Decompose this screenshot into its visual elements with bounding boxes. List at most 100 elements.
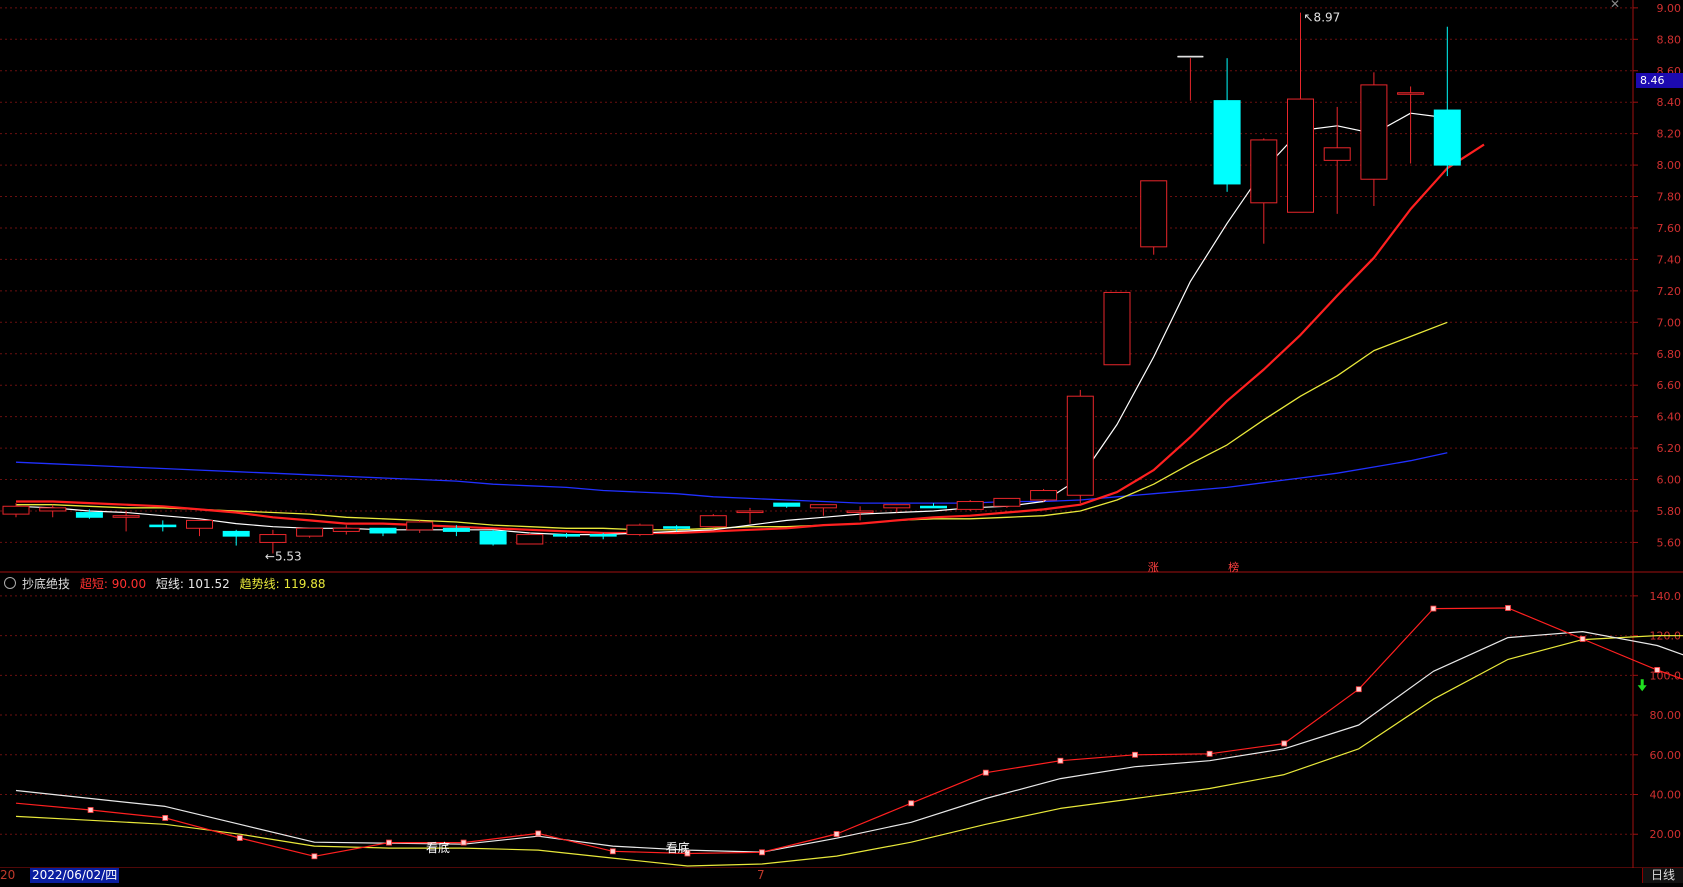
candle-down — [75, 509, 103, 519]
indicator-tick-label: 40.00 — [1650, 789, 1682, 802]
candle-up — [699, 514, 727, 529]
candle-body — [920, 505, 947, 509]
candle-up — [1360, 72, 1388, 206]
candle-body — [1287, 98, 1314, 213]
indicator-tick-label: 20.00 — [1650, 828, 1682, 841]
indicator-name[interactable]: 抄底绝技 — [22, 577, 71, 591]
candle-body — [589, 534, 617, 537]
candle-body — [516, 534, 544, 545]
price-tick-label: 6.80 — [1657, 348, 1682, 361]
annotations: ↖8.97 ←5.53 涨 榜看底 看底 — [265, 11, 1647, 855]
cursor-date: 2022/06/02/四 — [30, 868, 120, 883]
super-short-point — [908, 800, 915, 807]
candle-up — [809, 504, 837, 516]
candle-body — [663, 526, 691, 529]
super-short-point — [87, 807, 94, 813]
candle-body — [1213, 100, 1241, 185]
candle-body — [332, 527, 360, 532]
candle-body — [406, 521, 434, 531]
candle-body — [846, 510, 874, 513]
indicator-lines — [15, 605, 1683, 867]
super-short-point — [1579, 636, 1586, 642]
candle-body — [1360, 84, 1388, 180]
candle-up — [846, 506, 874, 521]
candle-down — [663, 525, 691, 532]
super-short-line — [15, 607, 1683, 857]
candle-body — [773, 502, 801, 507]
candle-up — [516, 532, 544, 545]
candle-down — [369, 527, 397, 537]
candle-up — [1287, 12, 1314, 213]
indicator-tick-label: 140.0 — [1650, 590, 1682, 603]
super-short-point — [311, 853, 318, 860]
price-tick-label: 7.40 — [1657, 253, 1682, 266]
price-axis: 9.008.808.608.408.208.007.807.607.407.20… — [1633, 2, 1682, 549]
short-line — [15, 630, 1683, 853]
price-tick-label: 7.20 — [1657, 285, 1682, 298]
candle-body — [442, 527, 470, 532]
candle-body — [736, 510, 764, 514]
candle-down — [1433, 26, 1461, 177]
super-short-point — [684, 850, 691, 857]
candle-up — [296, 527, 324, 538]
super-short-point — [1355, 686, 1362, 693]
candle-body — [259, 534, 287, 543]
price-tick-label: 6.20 — [1657, 442, 1682, 455]
candle-up — [1103, 291, 1131, 366]
candle-up — [993, 497, 1021, 508]
super-short-point — [1132, 751, 1138, 758]
super-short-point — [1281, 740, 1288, 747]
low-price-label: ←5.53 — [265, 549, 302, 563]
last-price-tag: 8.46 — [1636, 73, 1683, 88]
candle-body — [1250, 139, 1278, 204]
indicator-settings-icon[interactable] — [4, 577, 16, 589]
candle-body — [222, 530, 250, 537]
candle-up — [736, 507, 764, 524]
candle-body — [1433, 109, 1461, 166]
grid — [0, 0, 1683, 869]
candle-body — [39, 507, 67, 512]
price-tick-label: 6.60 — [1657, 379, 1682, 392]
trend-label: 趋势线: — [239, 577, 280, 591]
price-tick-label: 5.60 — [1657, 536, 1682, 549]
candle-body — [699, 515, 727, 528]
candle-up — [259, 529, 287, 554]
month-tick: 7 — [757, 868, 765, 882]
period-button[interactable]: 日线 — [1642, 868, 1683, 883]
candle-up — [2, 503, 30, 518]
indicator-tick-label: 100.0 — [1650, 669, 1682, 682]
candle-up — [1323, 106, 1351, 214]
super-short-point — [1505, 605, 1511, 611]
candle-body — [112, 515, 140, 518]
candle-body — [809, 504, 837, 509]
price-tick-label: 9.00 — [1657, 2, 1682, 15]
candle-up — [956, 499, 984, 511]
moving-averages — [15, 112, 1485, 536]
super-short-point — [759, 849, 765, 856]
ma60-line — [15, 452, 1448, 504]
indicator-tick-label: 80.00 — [1650, 709, 1682, 722]
candle-body — [1066, 395, 1094, 496]
super-short-point — [609, 848, 616, 855]
candle-down — [479, 529, 507, 546]
close-icon[interactable]: ✕ — [1610, 0, 1621, 11]
super-short-point — [386, 839, 392, 846]
candle-up — [1066, 389, 1094, 504]
super-short-value: 90.00 — [111, 577, 147, 591]
candle-body — [296, 527, 324, 537]
candle-up — [1030, 488, 1058, 502]
candle-body — [1140, 180, 1168, 248]
price-tick-label: 6.00 — [1657, 474, 1682, 487]
candle-body — [1103, 291, 1131, 366]
super-short-point — [833, 831, 840, 837]
super-short-point — [1430, 605, 1437, 612]
price-tick-label: 8.80 — [1657, 33, 1682, 46]
candle-up — [332, 525, 360, 535]
candle-body — [956, 501, 984, 510]
candle-up — [406, 520, 434, 533]
price-tick-label: 8.00 — [1657, 159, 1682, 172]
candlesticks[interactable] — [2, 12, 1461, 554]
super-short-point — [1057, 757, 1064, 764]
